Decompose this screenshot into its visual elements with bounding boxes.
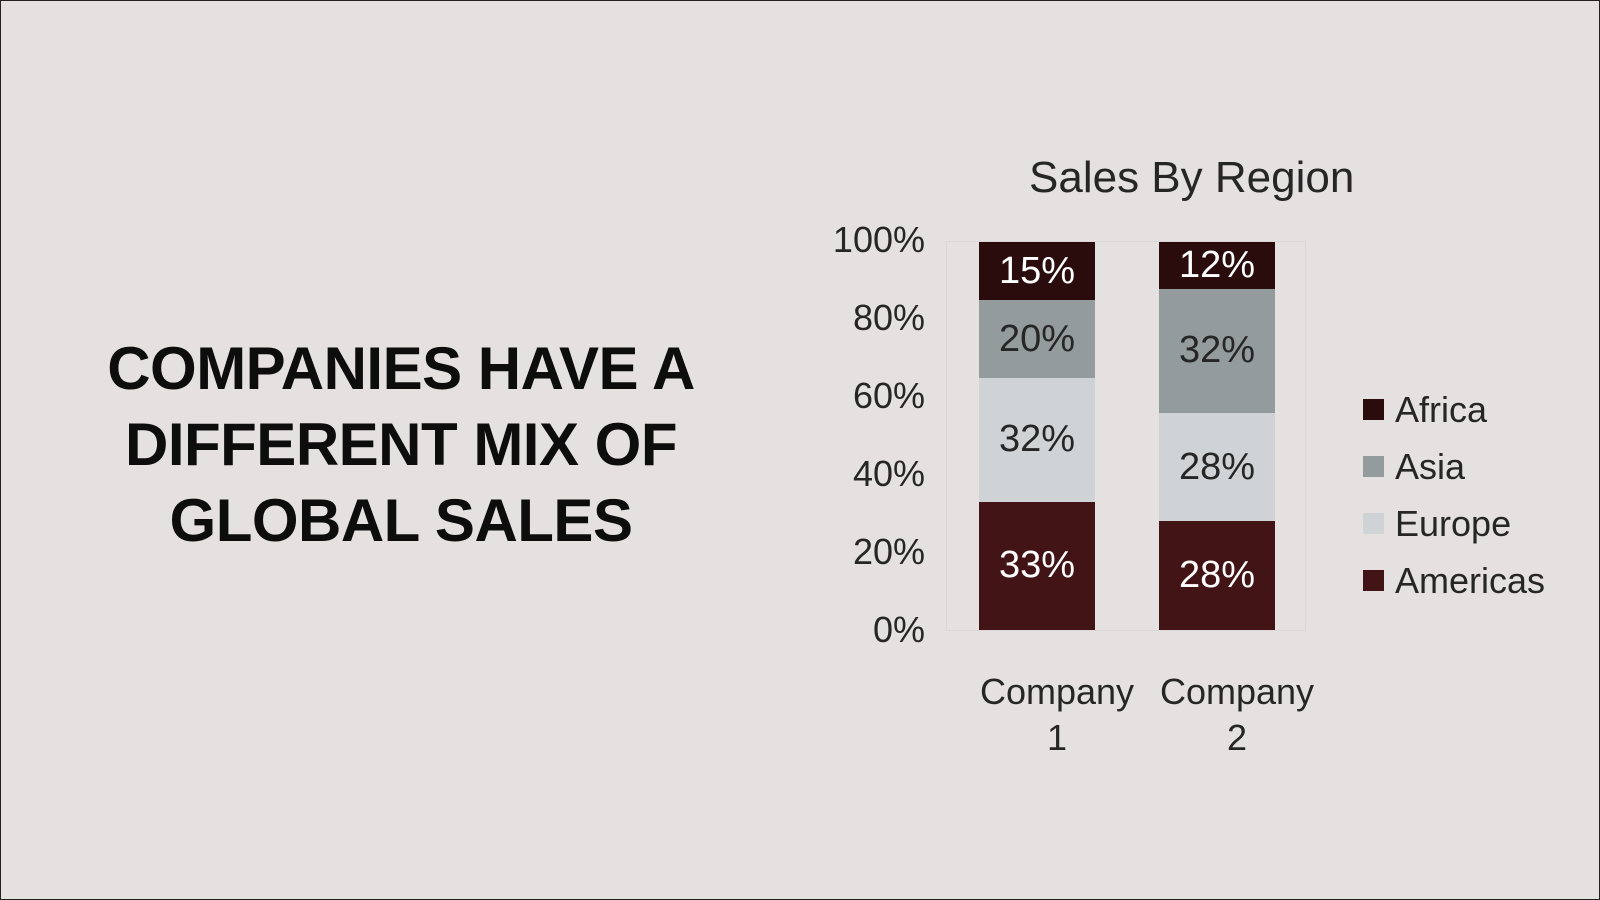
legend-item-americas: Americas (1363, 552, 1545, 609)
slide-title: COMPANIES HAVE A DIFFERENT MIX OF GLOBAL… (107, 335, 695, 554)
bar-company-1: 33% 32% 20% 15% (979, 242, 1095, 630)
bar-segment-asia: 32% (1159, 288, 1275, 413)
bar-segment-asia: 20% (979, 300, 1095, 378)
bar-segment-europe: 28% (1159, 412, 1275, 522)
x-label-line: 1 (1046, 717, 1068, 758)
legend-label: Americas (1395, 559, 1546, 601)
x-label-line: Company (1159, 671, 1315, 712)
legend-item-asia: Asia (1363, 438, 1545, 495)
x-label-line: Company (979, 671, 1135, 712)
bar-segment-americas: 33% (979, 501, 1095, 630)
bar-segment-africa: 15% (979, 242, 1095, 301)
legend-item-europe: Europe (1363, 495, 1545, 552)
legend-swatch (1363, 570, 1384, 591)
legend-item-africa: Africa (1363, 381, 1545, 438)
legend-swatch (1363, 513, 1384, 534)
y-tick: 0% (872, 609, 925, 650)
bar-segment-africa: 12% (1159, 242, 1275, 289)
bar-segment-americas: 28% (1159, 521, 1275, 630)
legend-label: Asia (1395, 445, 1466, 487)
bar-segment-europe: 32% (979, 377, 1095, 502)
y-tick: 20% (852, 531, 925, 572)
y-tick: 40% (852, 453, 925, 494)
legend-swatch (1363, 399, 1384, 420)
bar-company-2: 28% 28% 32% 12% (1159, 242, 1275, 630)
y-tick: 60% (852, 375, 925, 416)
x-label-line: 2 (1226, 717, 1248, 758)
plot-area: 33% 32% 20% 15% 28% 28% 32% 12% (946, 241, 1306, 631)
legend-label: Europe (1395, 502, 1512, 544)
legend: Africa Asia Europe Americas (1363, 381, 1545, 609)
x-label-company-1: Company 1 (967, 669, 1147, 761)
x-label-company-2: Company 2 (1147, 669, 1327, 761)
legend-label: Africa (1395, 388, 1488, 430)
legend-swatch (1363, 456, 1384, 477)
chart-title: Sales By Region (1029, 153, 1355, 202)
y-tick: 100% (832, 219, 925, 260)
y-tick: 80% (852, 297, 925, 338)
